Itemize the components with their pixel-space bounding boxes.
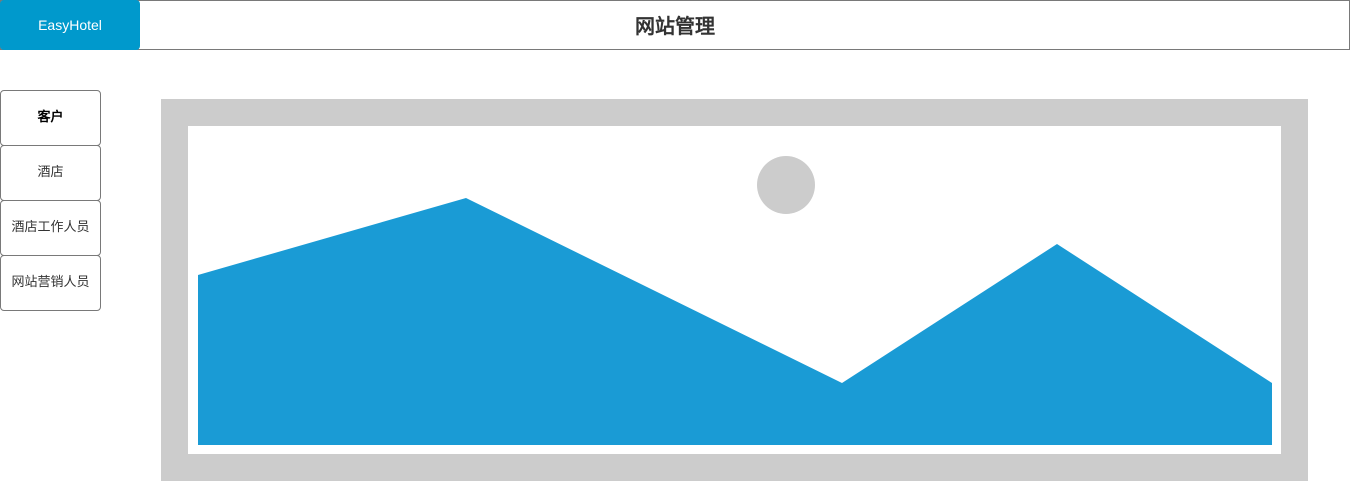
sidebar-item-hotel-staff[interactable]: 酒店工作人员 <box>0 200 101 256</box>
sun-icon <box>757 156 815 214</box>
image-placeholder <box>161 99 1308 481</box>
mountains-icon <box>198 198 1272 445</box>
image-placeholder-icon <box>161 99 1308 481</box>
sidebar: 客户 酒店 酒店工作人员 网站营销人员 <box>0 90 101 311</box>
sidebar-item-label: 客户 <box>37 110 64 125</box>
logo[interactable]: EasyHotel <box>0 0 140 50</box>
sidebar-item-hotels[interactable]: 酒店 <box>0 145 101 201</box>
sidebar-item-label: 酒店工作人员 <box>11 220 90 235</box>
top-header <box>0 0 1350 50</box>
sidebar-item-customers[interactable]: 客户 <box>0 90 101 146</box>
page-title: 网站管理 <box>635 14 715 38</box>
sidebar-item-label: 酒店 <box>37 165 64 180</box>
sidebar-item-label: 网站营销人员 <box>11 275 90 290</box>
logo-text: EasyHotel <box>38 17 102 33</box>
sidebar-item-marketers[interactable]: 网站营销人员 <box>0 255 101 311</box>
